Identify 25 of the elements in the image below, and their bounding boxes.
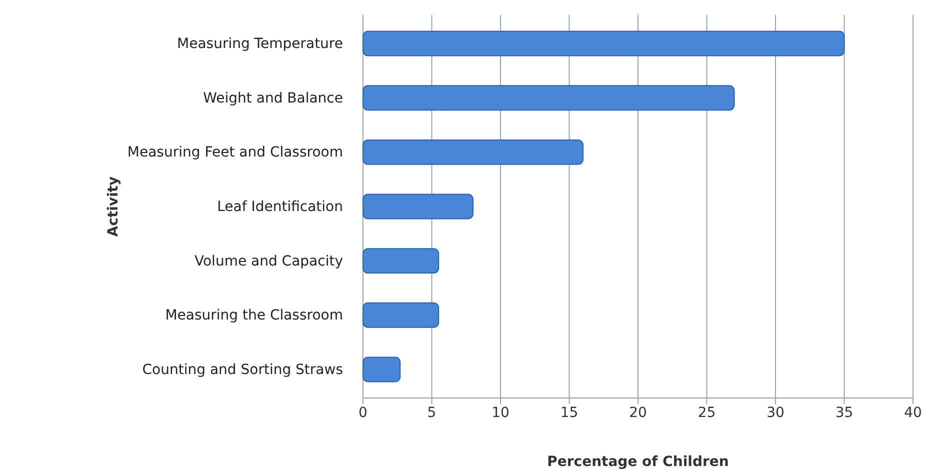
y-tick-label: Weight and Balance: [203, 90, 343, 106]
x-axis-title: Percentage of Children: [547, 454, 729, 470]
bar: [362, 356, 401, 382]
bar: [362, 302, 440, 328]
y-tick-label: Measuring Temperature: [177, 36, 343, 52]
x-tick-label: 15: [560, 404, 578, 421]
x-tick-label: 20: [629, 404, 647, 421]
bar: [362, 85, 735, 111]
x-tick-label: 35: [835, 404, 854, 421]
x-tick-label: 5: [427, 404, 436, 421]
bar: [362, 248, 440, 274]
y-tick-label: Counting and Sorting Straws: [142, 362, 343, 378]
y-tick-label: Measuring Feet and Classroom: [127, 144, 343, 161]
x-tick-label: 40: [904, 404, 922, 421]
bar: [362, 30, 845, 56]
y-tick-label: Leaf Identification: [217, 198, 343, 215]
y-axis-title: Activity: [105, 176, 122, 237]
bar: [362, 139, 584, 165]
bar: [362, 194, 474, 220]
x-tick-label: 0: [358, 404, 368, 421]
x-tick-label: 30: [766, 404, 784, 421]
y-tick-label: Measuring the Classroom: [165, 308, 343, 324]
y-tick-label: Volume and Capacity: [194, 253, 343, 270]
x-tick-label: 25: [698, 404, 716, 421]
x-tick-label: 10: [492, 404, 510, 421]
